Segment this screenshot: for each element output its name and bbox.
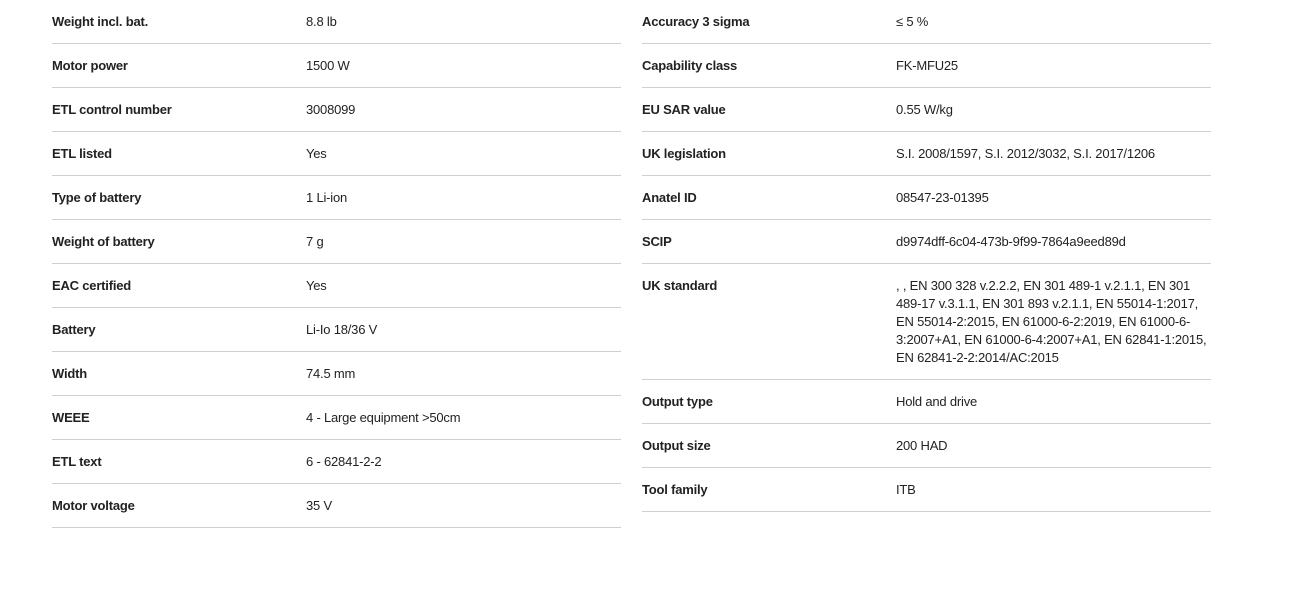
- spec-row: Motor power 1500 W: [52, 44, 621, 88]
- spec-label: ETL control number: [52, 102, 172, 117]
- spec-value: 8.8 lb: [306, 14, 337, 29]
- spec-row: Anatel ID 08547-23-01395: [642, 176, 1211, 220]
- spec-value: 200 HAD: [896, 438, 948, 453]
- spec-row: EAC certified Yes: [52, 264, 621, 308]
- spec-label: Width: [52, 366, 87, 381]
- spec-value: 1500 W: [306, 58, 350, 73]
- spec-label: EAC certified: [52, 278, 132, 293]
- spec-value: 08547-23-01395: [896, 190, 989, 205]
- spec-label: Battery: [52, 322, 96, 337]
- spec-label: UK legislation: [642, 146, 726, 161]
- specs-table-left: Weight incl. bat. 8.8 lb Motor power 1500 W…: [52, 0, 621, 528]
- spec-row: ETL text 6 - 62841-2-2: [52, 440, 621, 484]
- spec-row: Output type Hold and drive: [642, 380, 1211, 424]
- spec-row: Capability class FK-MFU25: [642, 44, 1211, 88]
- spec-row: ETL listed Yes: [52, 132, 621, 176]
- spec-row: UK standard , , EN 300 328 v.2.2.2, EN 30…: [642, 264, 1211, 380]
- spec-row: Width 74.5 mm: [52, 352, 621, 396]
- spec-value: ≤ 5 %: [896, 14, 929, 29]
- spec-row: Tool family ITB: [642, 468, 1211, 512]
- spec-label: Type of battery: [52, 190, 142, 205]
- spec-row: Battery Li-Io 18/36 V: [52, 308, 621, 352]
- spec-value: 0.55 W/kg: [896, 102, 953, 117]
- spec-row: Weight incl. bat. 8.8 lb: [52, 0, 621, 44]
- spec-row: Weight of battery 7 g: [52, 220, 621, 264]
- spec-label: EU SAR value: [642, 102, 726, 117]
- spec-value: d9974dff-6c04-473b-9f99-7864a9eed89d: [896, 234, 1126, 249]
- spec-value: Yes: [306, 278, 327, 293]
- spec-label: Weight of battery: [52, 234, 155, 249]
- spec-label: WEEE: [52, 410, 90, 425]
- spec-value: 1 Li-ion: [306, 190, 348, 205]
- spec-value: 3008099: [306, 102, 356, 117]
- spec-label: Capability class: [642, 58, 738, 73]
- specs-table-right: Accuracy 3 sigma ≤ 5 % Capability class FK-…: [642, 0, 1211, 512]
- spec-label: Output size: [642, 438, 711, 453]
- spec-value: 74.5 mm: [306, 366, 356, 381]
- spec-label: SCIP: [642, 234, 672, 249]
- spec-row: UK legislation S.I. 2008/1597, S.I. 2012/…: [642, 132, 1211, 176]
- spec-value: Yes: [306, 146, 327, 161]
- spec-row: Motor voltage 35 V: [52, 484, 621, 528]
- spec-label: Output type: [642, 394, 713, 409]
- spec-label: ETL listed: [52, 146, 112, 161]
- spec-row: SCIP d9974dff-6c04-473b-9f99-7864a9eed89d: [642, 220, 1211, 264]
- spec-row: Type of battery 1 Li-ion: [52, 176, 621, 220]
- spec-label: UK standard: [642, 278, 718, 293]
- spec-label: ETL text: [52, 454, 102, 469]
- spec-value: ITB: [896, 482, 916, 497]
- spec-value: Hold and drive: [896, 394, 978, 409]
- spec-row: Accuracy 3 sigma ≤ 5 %: [642, 0, 1211, 44]
- spec-label: Tool family: [642, 482, 708, 497]
- spec-label: Motor power: [52, 58, 128, 73]
- spec-value: S.I. 2008/1597, S.I. 2012/3032, S.I. 201…: [896, 146, 1155, 161]
- spec-row: EU SAR value 0.55 W/kg: [642, 88, 1211, 132]
- spec-value: Li-Io 18/36 V: [306, 322, 378, 337]
- spec-label: Accuracy 3 sigma: [642, 14, 750, 29]
- spec-value: FK-MFU25: [896, 58, 958, 73]
- spec-label: Motor voltage: [52, 498, 135, 513]
- spec-value: , , EN 300 328 v.2.2.2, EN 301 489-1 v.2…: [896, 278, 1207, 365]
- spec-value: 6 - 62841-2-2: [306, 454, 382, 469]
- spec-value: 35 V: [306, 498, 332, 513]
- spec-label: Anatel ID: [642, 190, 697, 205]
- spec-row: Output size 200 HAD: [642, 424, 1211, 468]
- spec-row: WEEE 4 - Large equipment >50cm: [52, 396, 621, 440]
- spec-row: ETL control number 3008099: [52, 88, 621, 132]
- spec-value: 4 - Large equipment >50cm: [306, 410, 461, 425]
- spec-value: 7 g: [306, 234, 324, 249]
- spec-label: Weight incl. bat.: [52, 14, 149, 29]
